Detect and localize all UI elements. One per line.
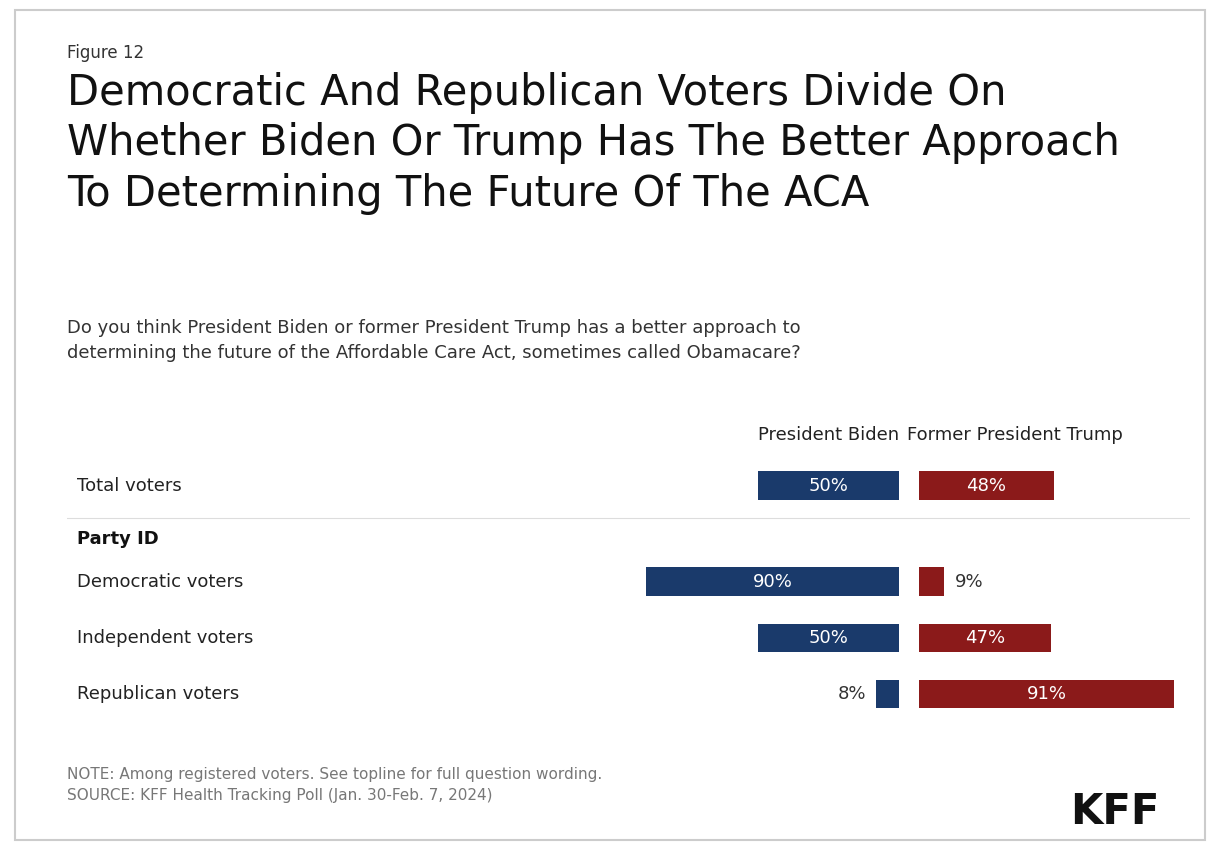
Text: Republican voters: Republican voters [77,685,239,703]
Text: Party ID: Party ID [77,530,159,548]
Text: Total voters: Total voters [77,477,182,495]
Text: Democratic voters: Democratic voters [77,573,244,591]
Text: President Biden: President Biden [758,426,899,444]
Bar [919,680,1175,708]
Text: Do you think President Biden or former President Trump has a better approach to
: Do you think President Biden or former P… [67,319,800,362]
Text: Former President Trump: Former President Trump [906,426,1122,444]
Bar [919,472,1054,500]
Text: KFF: KFF [1070,790,1159,832]
Text: 50%: 50% [809,477,848,495]
Bar [759,624,899,652]
Text: 8%: 8% [838,685,866,703]
Text: 48%: 48% [966,477,1006,495]
Text: Independent voters: Independent voters [77,629,254,647]
Text: 50%: 50% [809,629,848,647]
Text: NOTE: Among registered voters. See topline for full question wording.
SOURCE: KF: NOTE: Among registered voters. See topli… [67,767,603,802]
Text: 9%: 9% [954,573,983,591]
Text: Democratic And Republican Voters Divide On
Whether Biden Or Trump Has The Better: Democratic And Republican Voters Divide … [67,72,1120,215]
Bar [919,624,1050,652]
Text: Figure 12: Figure 12 [67,44,144,62]
Bar [759,472,899,500]
Bar [647,568,899,596]
Text: 47%: 47% [965,629,1005,647]
Bar [919,568,944,596]
Bar [876,680,899,708]
Text: 91%: 91% [1027,685,1066,703]
Text: 90%: 90% [753,573,792,591]
